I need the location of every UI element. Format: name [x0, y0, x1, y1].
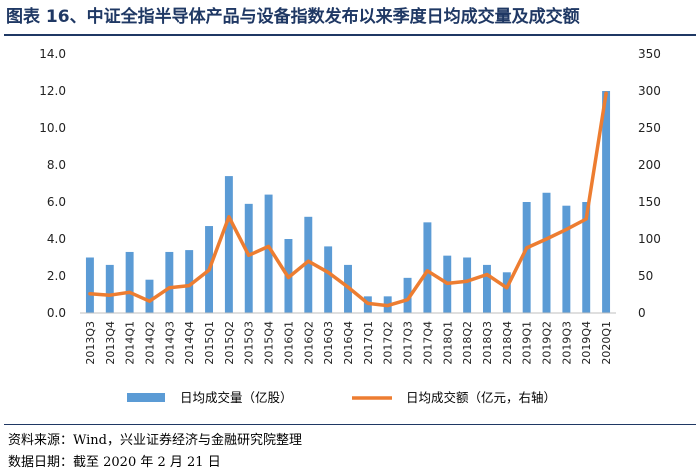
right-tick-label: 0	[638, 306, 646, 320]
bar	[85, 257, 94, 313]
category-label: 2018Q2	[461, 321, 474, 365]
category-label: 2015Q2	[223, 321, 236, 365]
chart-canvas: 0.0 2.0 4.0 6.0 8.0 10.0 12.0 14.0 0 50 100 150 200…	[39, 47, 661, 405]
right-tick-label: 100	[638, 232, 661, 246]
bar	[482, 264, 491, 313]
category-label: 2014Q4	[183, 321, 196, 365]
bar	[324, 246, 333, 313]
bar	[562, 205, 571, 313]
category-label: 2019Q2	[541, 321, 554, 365]
title-rule	[4, 34, 696, 36]
bar	[423, 222, 432, 313]
bar	[125, 251, 134, 313]
category-label: 2018Q3	[481, 321, 494, 365]
category-label: 2015Q1	[203, 321, 216, 365]
source-note: 资料来源：Wind，兴业证券经济与金融研究院整理	[8, 433, 302, 448]
category-label: 2014Q2	[143, 321, 156, 365]
right-tick-label: 150	[638, 195, 661, 209]
bar	[105, 264, 114, 313]
bar	[522, 202, 531, 313]
line-series	[88, 91, 608, 308]
category-label: 2015Q4	[263, 321, 276, 365]
chart-title: 图表 16、中证全指半导体产品与设备指数发布以来季度日均成交量及成交额	[6, 7, 580, 27]
right-tick-label: 50	[638, 269, 653, 283]
bar	[582, 202, 591, 313]
category-label: 2019Q1	[521, 321, 534, 365]
bar	[244, 203, 253, 313]
left-tick-label: 10.0	[39, 121, 66, 135]
bar	[165, 251, 174, 313]
legend-line-label: 日均成交额（亿元，右轴）	[406, 390, 556, 405]
category-label: 2018Q1	[441, 321, 454, 365]
left-tick-label: 14.0	[39, 47, 66, 61]
footer-rule	[4, 424, 696, 425]
bar	[602, 91, 611, 313]
data-date-note: 数据日期：截至 2020 年 2 月 21 日	[8, 455, 221, 470]
bar	[542, 192, 551, 313]
category-label: 2019Q3	[560, 321, 573, 365]
right-tick-label: 350	[638, 47, 661, 61]
bar	[502, 272, 511, 313]
category-label: 2017Q4	[421, 321, 434, 365]
category-label: 2017Q2	[382, 321, 395, 365]
bar	[264, 194, 273, 313]
legend: 日均成交量（亿股） 日均成交额（亿元，右轴）	[127, 390, 556, 405]
right-tick-label: 300	[638, 84, 661, 98]
legend-bar-swatch	[127, 393, 165, 402]
bar	[403, 277, 412, 313]
left-tick-label: 6.0	[47, 195, 66, 209]
bar-series	[85, 91, 611, 313]
category-label: 2017Q3	[402, 321, 415, 365]
right-tick-label: 200	[638, 158, 661, 172]
category-label: 2014Q3	[163, 321, 176, 365]
bar	[145, 279, 154, 313]
left-tick-label: 12.0	[39, 84, 66, 98]
left-tick-label: 2.0	[47, 269, 66, 283]
bar	[463, 257, 472, 313]
category-label: 2017Q1	[362, 321, 375, 365]
category-label: 2018Q4	[501, 321, 514, 365]
category-label: 2016Q3	[322, 321, 335, 365]
left-y-axis: 0.0 2.0 4.0 6.0 8.0 10.0 12.0 14.0	[39, 47, 66, 320]
category-label: 2020Q1	[600, 321, 613, 365]
category-label: 2013Q4	[104, 321, 117, 365]
legend-bar-label: 日均成交量（亿股）	[180, 390, 293, 405]
category-label: 2016Q4	[342, 321, 355, 365]
bar	[304, 216, 313, 313]
bar	[185, 250, 194, 313]
bar	[224, 176, 233, 313]
left-tick-label: 0.0	[47, 306, 66, 320]
right-y-axis: 0 50 100 150 200 250 300 350	[638, 47, 661, 320]
category-label: 2019Q4	[580, 321, 593, 365]
category-label: 2016Q1	[282, 321, 295, 365]
category-label: 2015Q3	[243, 321, 256, 365]
left-tick-label: 4.0	[47, 232, 66, 246]
category-label: 2013Q3	[84, 321, 97, 365]
x-axis-labels: 2013Q3 2013Q4 2014Q1 2014Q2 2014Q3 2014Q4 2015…	[84, 321, 613, 365]
category-label: 2014Q1	[124, 321, 137, 365]
category-label: 2016Q2	[302, 321, 315, 365]
left-tick-label: 8.0	[47, 158, 66, 172]
right-tick-label: 250	[638, 121, 661, 135]
